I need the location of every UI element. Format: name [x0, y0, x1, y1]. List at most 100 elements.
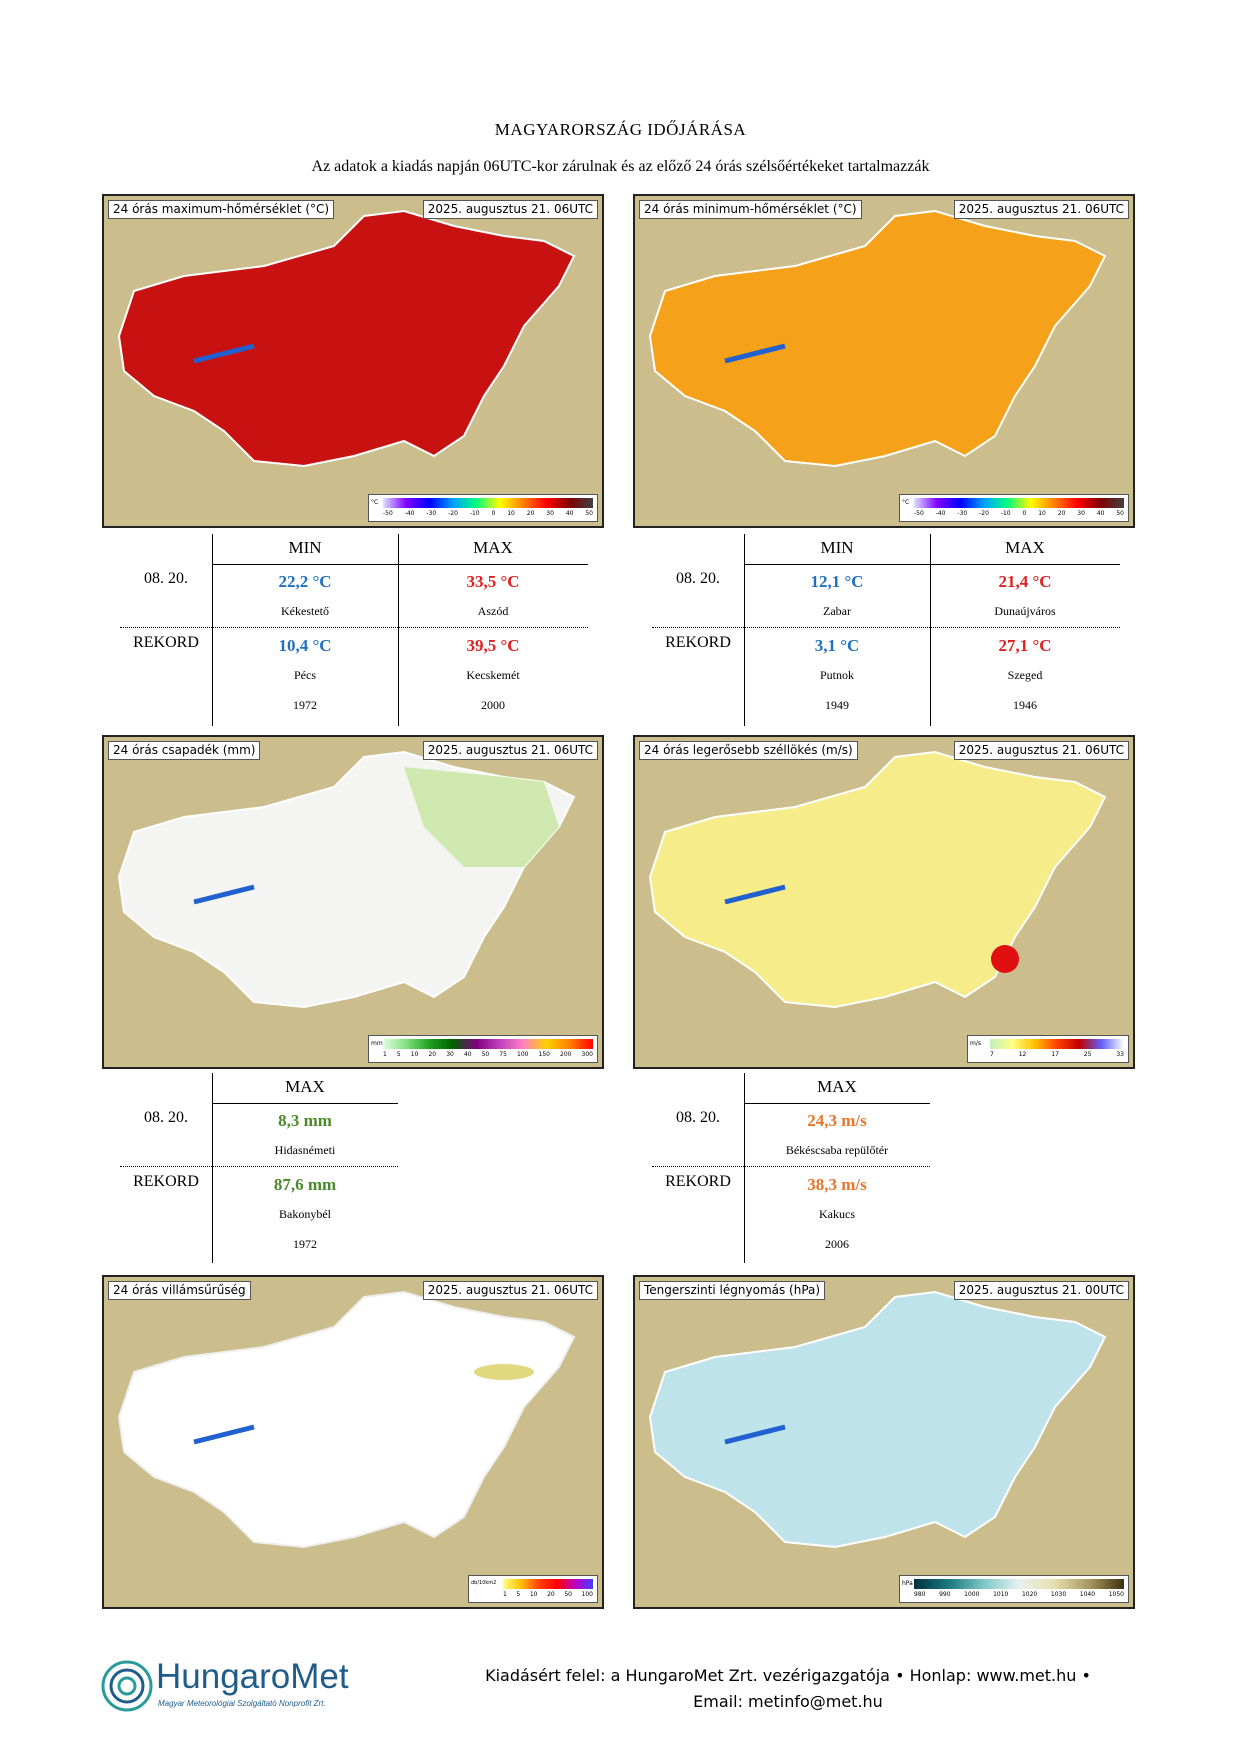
record-min-place: Pécs	[294, 668, 316, 682]
legend-tick: 1010	[993, 1591, 1009, 1598]
pressure-map-label: Tengerszinti légnyomás (hPa)	[639, 1281, 826, 1300]
legend-ticks: -50 -40 -30 -20 -10 0 10 20 30 40 50	[383, 510, 593, 519]
pressure-map: Tengerszinti légnyomás (hPa) 2025. augus…	[633, 1275, 1135, 1609]
hungaromet-logo: HungaroMet Magyar Meteorológiai Szolgált…	[100, 1655, 360, 1719]
legend-tick: 12	[1018, 1051, 1027, 1058]
legend-tick: 7	[990, 1051, 994, 1058]
tmin-stats-table: MIN MAX 08. 20. 12,1 °C 21,4 °C Zabar Du…	[652, 534, 1120, 726]
record-max-place: Szeged	[1007, 668, 1043, 682]
tmax-map-date: 2025. augusztus 21. 06UTC	[422, 200, 598, 219]
legend-tick: 30	[446, 1051, 454, 1058]
legend-tick: 1050	[1108, 1591, 1124, 1598]
tmax-map-label: 24 órás maximum-hőmérséklet (°C)	[108, 200, 335, 219]
legend-tick: 1	[383, 1051, 387, 1058]
legend-unit: m/s	[970, 1040, 981, 1047]
legend-tick: 20	[1057, 510, 1066, 517]
tmax-legend: °C -50 -40 -30 -20 -10 0 10 20 30 40 50	[368, 494, 598, 522]
max-place: Hidasnémeti	[274, 1143, 336, 1157]
max-place: Dunaújváros	[994, 604, 1056, 618]
tmin-map-label: 24 órás minimum-hőmérséklet (°C)	[639, 200, 862, 219]
legend-colorbar	[990, 1039, 1124, 1049]
legend-unit: db/10km2	[471, 1580, 497, 1586]
legend-unit: °C	[902, 499, 910, 506]
precip-legend: mm 1 5 10 20 30 40 50 75 100 150 200 300	[368, 1035, 598, 1063]
record-max-value: 39,5 °C	[466, 636, 520, 655]
legend-tick: 75	[499, 1051, 507, 1058]
max-value: 21,4 °C	[998, 572, 1052, 591]
legend-tick: 50	[1116, 510, 1124, 517]
min-value: 22,2 °C	[278, 572, 332, 591]
pressure-legend: hPa 980 990 1000 1010 1020 1030 1040 1050	[899, 1575, 1129, 1603]
legend-tick: 980	[914, 1591, 926, 1598]
logo-name: HungaroMet	[156, 1657, 349, 1696]
lightning-legend: db/10km2 1 5 10 20 50 100	[468, 1575, 598, 1603]
lightning-map-date: 2025. augusztus 21. 06UTC	[422, 1281, 598, 1300]
col-max-header: MAX	[285, 1077, 325, 1096]
legend-tick: 1020	[1021, 1591, 1038, 1598]
legend-tick: 20	[526, 510, 535, 517]
record-max-place: Kakucs	[819, 1207, 855, 1221]
record-min-value: 10,4 °C	[278, 636, 332, 655]
legend-colorbar	[914, 498, 1124, 508]
legend-tick: -50	[383, 510, 393, 517]
logo-swirl-icon	[101, 1660, 153, 1712]
legend-tick: 0	[1022, 510, 1027, 517]
max-place: Aszód	[477, 604, 509, 618]
legend-tick: -20	[448, 510, 458, 517]
col-max-header: MAX	[473, 538, 513, 557]
legend-ticks: 980 990 1000 1010 1020 1030 1040 1050	[914, 1591, 1124, 1600]
legend-unit: °C	[371, 499, 379, 506]
row-date-label: 08. 20.	[144, 570, 188, 587]
pressure-map-graphic	[635, 1277, 1133, 1607]
precip-stats-table: MAX 08. 20. 8,3 mm Hidasnémeti REKORD 87…	[120, 1073, 400, 1263]
legend-tick: 10	[410, 1051, 419, 1058]
legend-tick: 50	[481, 1051, 490, 1058]
tmin-legend: °C -50 -40 -30 -20 -10 0 10 20 30 40 50	[899, 494, 1129, 522]
legend-tick: -30	[957, 510, 968, 517]
legend-tick: 40	[565, 510, 574, 517]
legend-tick: 100	[517, 1051, 529, 1058]
legend-tick: 10	[507, 510, 515, 517]
legend-colorbar	[383, 498, 593, 508]
record-min-value: 3,1 °C	[814, 636, 860, 655]
legend-tick: 33	[1116, 1051, 1124, 1058]
legend-ticks: 7 12 17 25 33	[990, 1051, 1124, 1060]
legend-ticks: 1 5 10 20 30 40 50 75 100 150 200 300	[383, 1051, 593, 1060]
page-subtitle: Az adatok a kiadás napján 06UTC-kor záru…	[311, 158, 930, 175]
record-max-year: 1946	[1013, 698, 1037, 712]
footer-info: Kiadásért felel: a HungaroMet Zrt. vezér…	[448, 1663, 1128, 1715]
legend-unit: hPa	[902, 1580, 913, 1587]
col-max-header: MAX	[817, 1077, 857, 1096]
min-place: Kékestető	[281, 604, 329, 618]
row-record-label: REKORD	[665, 1173, 731, 1190]
legend-colorbar	[914, 1579, 1124, 1589]
row-record-label: REKORD	[665, 634, 731, 651]
record-max-value: 27,1 °C	[998, 636, 1052, 655]
col-min-header: MIN	[820, 538, 854, 557]
record-max-place: Kecskemét	[466, 668, 520, 682]
precip-map: 24 órás csapadék (mm) 2025. augusztus 21…	[102, 735, 604, 1069]
max-value: 8,3 mm	[278, 1111, 332, 1130]
col-max-header: MAX	[1005, 538, 1045, 557]
legend-tick: 10	[1038, 510, 1046, 517]
min-value: 12,1 °C	[810, 572, 864, 591]
footer-line-2: Email: metinfo@met.hu	[693, 1692, 883, 1711]
row-date-label: 08. 20.	[676, 1109, 720, 1126]
lightning-map-label: 24 órás villámsűrűség	[108, 1281, 251, 1300]
legend-tick: 50	[585, 510, 593, 517]
legend-tick: 30	[1077, 510, 1085, 517]
legend-tick: 200	[560, 1051, 572, 1058]
legend-colorbar	[383, 1039, 593, 1049]
legend-tick: 20	[547, 1591, 555, 1598]
legend-tick: 25	[1083, 1051, 1092, 1058]
lightning-map: 24 órás villámsűrűség 2025. augusztus 21…	[102, 1275, 604, 1609]
legend-tick: 50	[564, 1591, 572, 1598]
legend-tick: 0	[491, 510, 496, 517]
legend-tick: 150	[538, 1051, 550, 1058]
legend-tick: 5	[396, 1051, 401, 1058]
wind-map: 24 órás legerősebb széllökés (m/s) 2025.…	[633, 735, 1135, 1069]
wind-map-graphic	[635, 737, 1133, 1067]
legend-tick: -10	[469, 510, 480, 517]
record-max-year: 2006	[825, 1237, 849, 1251]
page-title: MAGYARORSZÁG IDŐJÁRÁSA	[494, 120, 747, 139]
